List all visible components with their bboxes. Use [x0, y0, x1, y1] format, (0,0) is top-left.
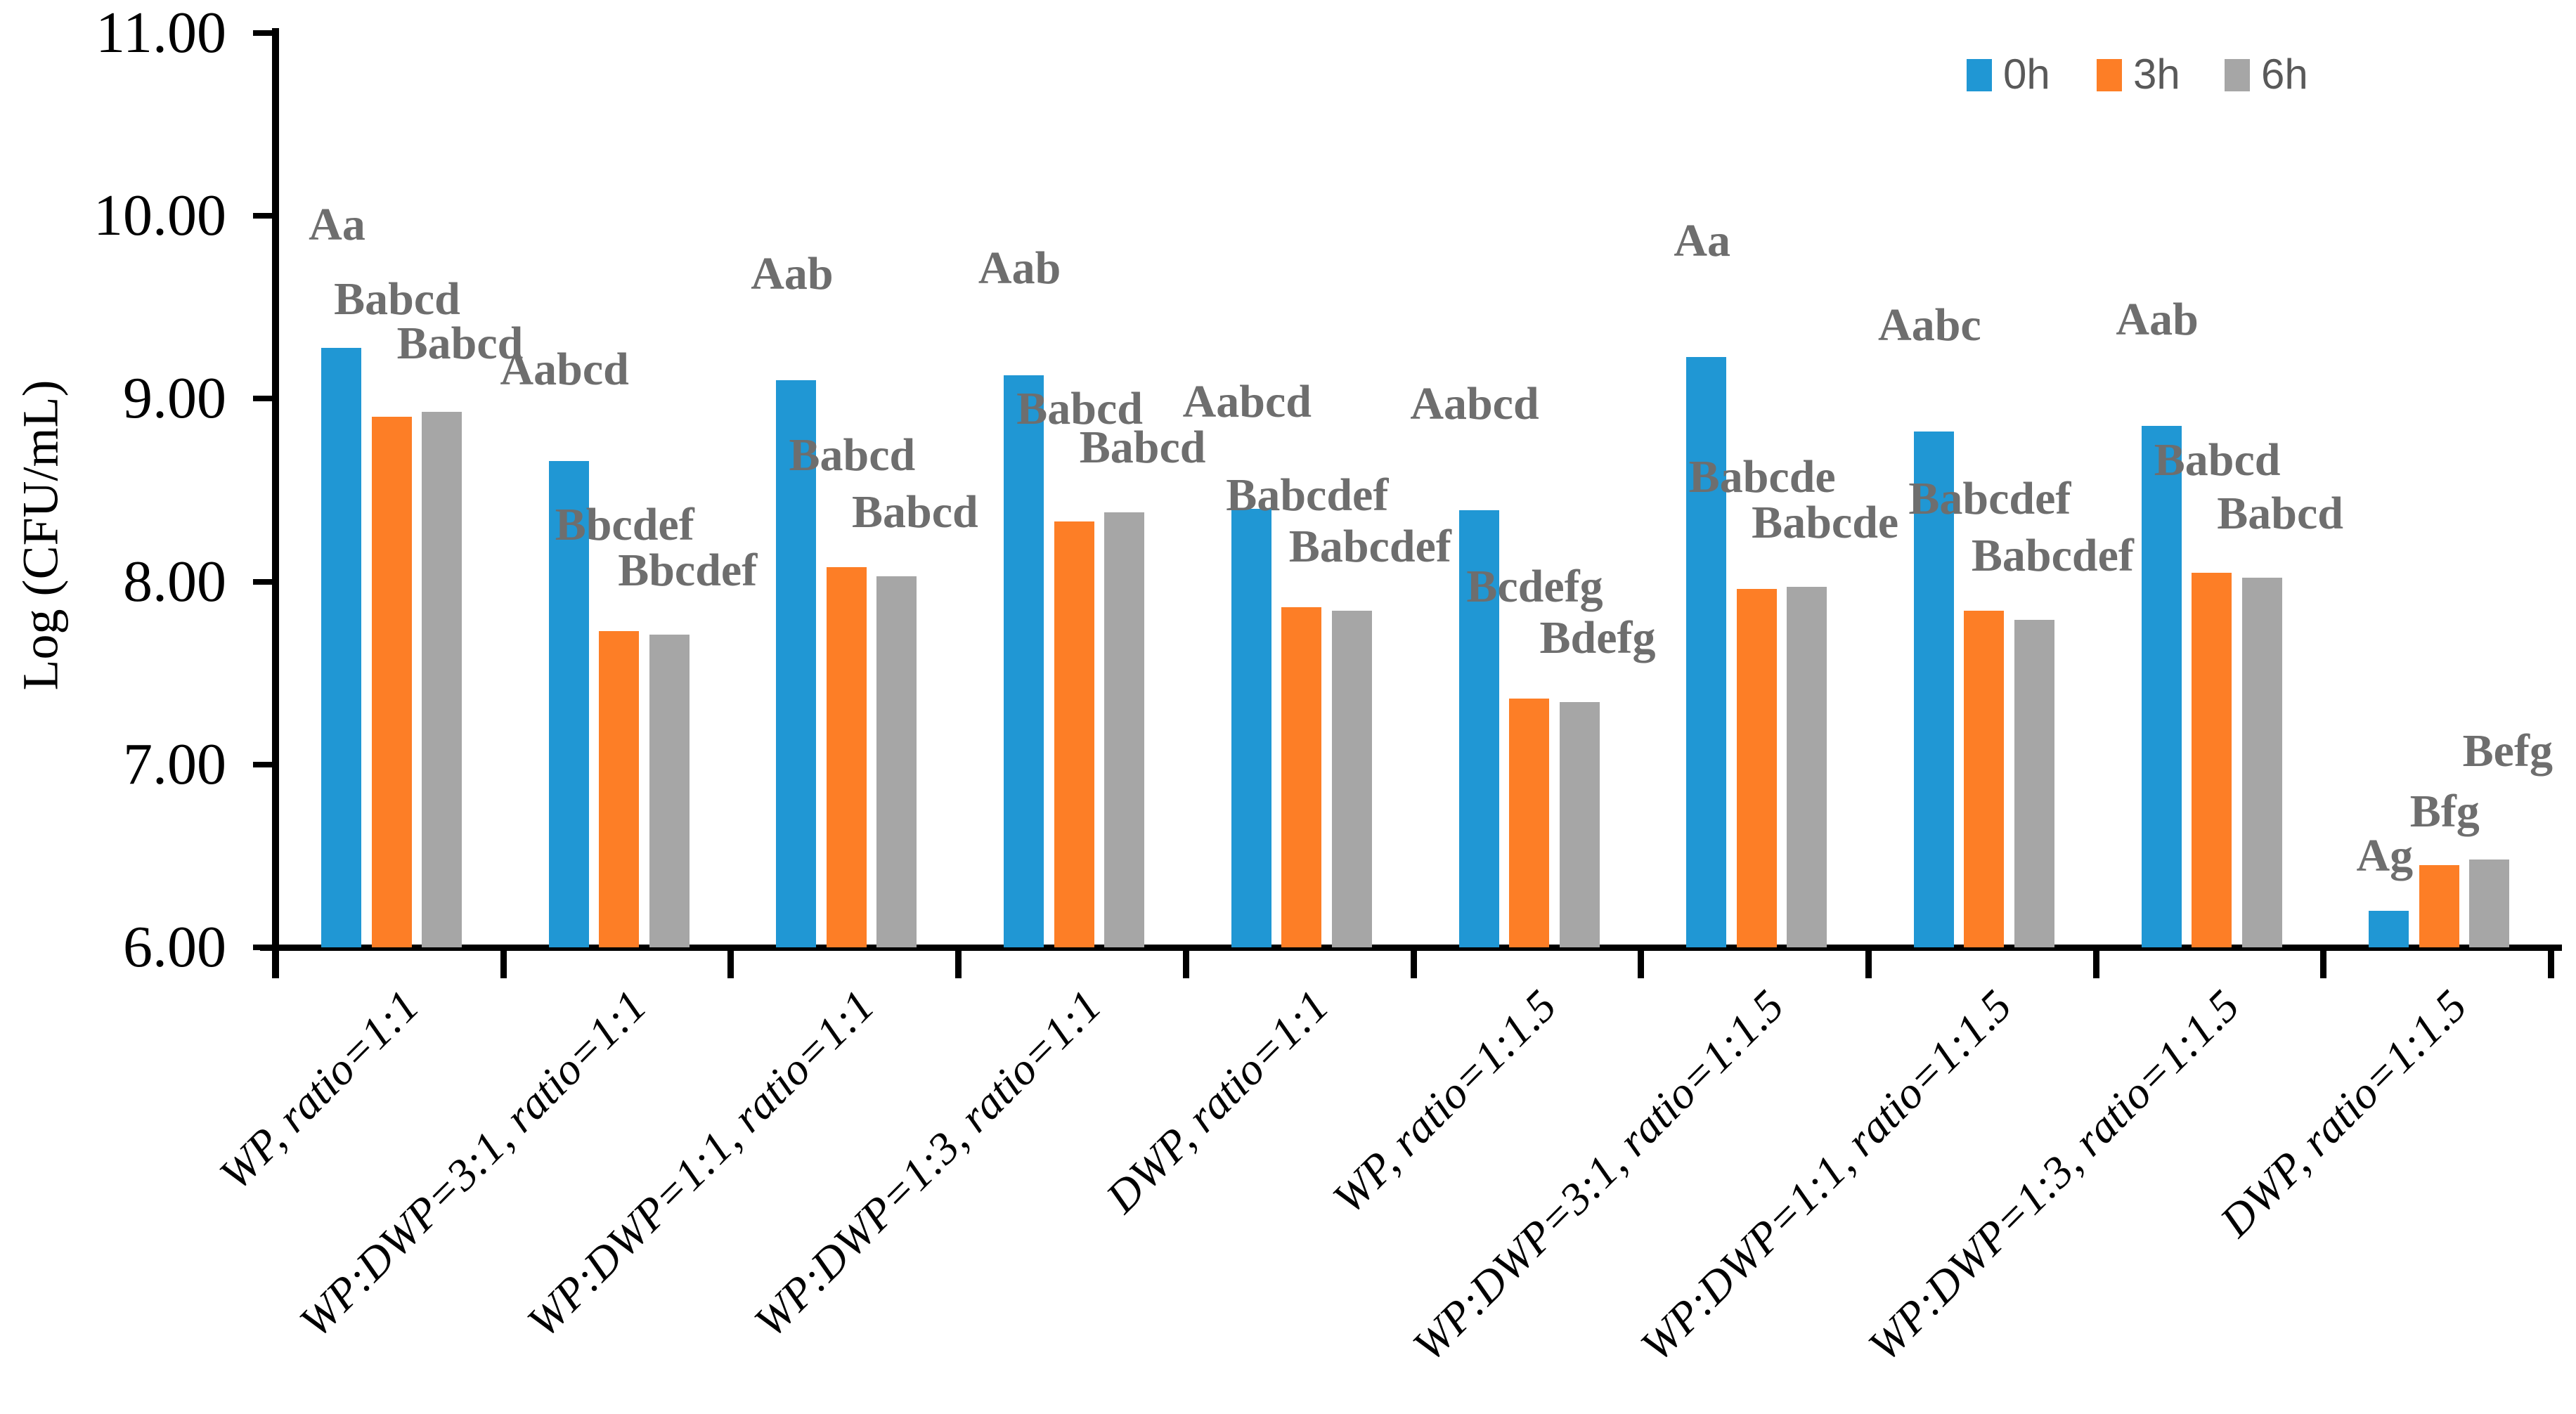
annotation-0h-group8: Aabc — [1878, 299, 1981, 351]
annotation-6h-group10: Befg — [2462, 725, 2553, 777]
annotation-3h-group8: Babcdef — [1908, 472, 2071, 524]
y-tick-mark — [253, 578, 276, 585]
annotation-6h-group2: Bbcdef — [618, 544, 758, 596]
x-boundary-tick — [1865, 947, 1872, 978]
legend-label-6h: 6h — [2261, 51, 2308, 98]
bar-3h-group10 — [2419, 864, 2459, 947]
legend-swatch-6h-icon — [2225, 59, 2250, 91]
annotation-0h-group5: Aabcd — [1182, 376, 1312, 428]
bar-3h-group9 — [2192, 572, 2232, 947]
x-boundary-tick — [1182, 947, 1189, 978]
y-axis-line — [272, 28, 279, 978]
bar-3h-group8 — [1964, 611, 2005, 947]
legend-label-0h: 0h — [2003, 51, 2050, 98]
annotation-0h-group6: Aabcd — [1410, 377, 1539, 429]
annotation-3h-group6: Bcdefg — [1466, 560, 1603, 612]
x-boundary-tick — [1410, 947, 1417, 978]
bar-3h-group2 — [599, 630, 640, 947]
annotation-6h-group4: Babcd — [1079, 422, 1206, 474]
bar-3h-group6 — [1509, 699, 1549, 947]
annotation-6h-group9: Babcd — [2217, 488, 2343, 540]
bar-0h-group3 — [776, 380, 817, 947]
x-axis-label-group5: DWP, ratio=1:1 — [1096, 980, 1339, 1223]
y-tick-mark — [253, 761, 276, 767]
y-tick-mark — [253, 213, 276, 219]
bar-0h-group4 — [1004, 375, 1044, 947]
bar-6h-group4 — [1104, 512, 1145, 947]
annotation-0h-group9: Aab — [2116, 294, 2199, 346]
annotation-3h-group3: Babcd — [789, 429, 916, 481]
bar-3h-group1 — [371, 417, 412, 947]
x-boundary-tick — [955, 947, 962, 978]
bar-0h-group10 — [2369, 910, 2409, 947]
bar-3h-group4 — [1054, 521, 1094, 947]
y-tick-label: 8.00 — [123, 548, 226, 614]
annotation-6h-group8: Babcdef — [1971, 529, 2134, 581]
x-boundary-tick — [1638, 947, 1645, 978]
bar-0h-group8 — [1913, 432, 1954, 947]
annotation-6h-group5: Babcdef — [1288, 520, 1451, 572]
annotation-3h-group1: Babcd — [334, 273, 460, 325]
annotation-6h-group6: Bdefg — [1539, 612, 1656, 664]
x-boundary-tick — [727, 947, 734, 978]
bar-6h-group8 — [2014, 620, 2054, 947]
annotation-6h-group3: Babcd — [852, 486, 978, 538]
annotation-0h-group4: Aab — [978, 242, 1061, 294]
x-axis-label-group10: DWP, ratio=1:1.5 — [2210, 980, 2476, 1247]
annotation-0h-group3: Aab — [751, 248, 834, 300]
bar-6h-group1 — [422, 411, 462, 947]
y-tick-label: 7.00 — [123, 731, 226, 797]
bar-0h-group9 — [2141, 426, 2182, 947]
x-boundary-tick — [2548, 947, 2554, 978]
legend-swatch-0h-icon — [1967, 59, 1992, 91]
x-boundary-tick — [273, 947, 279, 978]
bar-0h-group1 — [321, 347, 361, 947]
x-axis-label-group9: WP:DWP=1:3, ratio=1:1.5 — [1858, 980, 2248, 1371]
bar-0h-group6 — [1458, 510, 1499, 947]
bar-3h-group3 — [826, 566, 867, 947]
annotation-3h-group10: Bfg — [2409, 785, 2480, 837]
annotation-3h-group9: Babcd — [2154, 434, 2281, 486]
annotation-0h-group2: Aabcd — [500, 343, 629, 395]
bar-3h-group7 — [1736, 589, 1777, 947]
bar-6h-group2 — [649, 635, 690, 947]
x-axis-label-group1: WP, ratio=1:1 — [209, 980, 429, 1200]
y-tick-label: 9.00 — [123, 365, 226, 432]
bar-6h-group3 — [876, 576, 917, 947]
bar-6h-group6 — [1559, 702, 1600, 947]
bar-0h-group5 — [1231, 508, 1271, 947]
annotation-0h-group10: Ag — [2356, 829, 2414, 881]
bar-6h-group9 — [2241, 578, 2282, 947]
y-tick-mark — [253, 30, 276, 36]
legend-swatch-3h-icon — [2097, 59, 2122, 91]
x-boundary-tick — [2320, 947, 2327, 978]
x-boundary-tick — [2092, 947, 2099, 978]
y-tick-mark — [253, 396, 276, 402]
x-boundary-tick — [500, 947, 507, 978]
y-tick-label: 10.00 — [93, 183, 226, 249]
y-tick-mark — [253, 945, 276, 950]
annotation-3h-group2: Bbcdef — [555, 498, 694, 550]
annotation-0h-group1: Aa — [309, 199, 365, 251]
annotation-3h-group7: Babcde — [1688, 450, 1836, 502]
annotation-0h-group7: Aa — [1674, 215, 1731, 267]
y-tick-label: 6.00 — [123, 914, 226, 980]
bar-6h-group10 — [2469, 860, 2510, 947]
x-axis-label-group8: WP:DWP=1:1, ratio=1:1.5 — [1631, 980, 2021, 1371]
annotation-3h-group4: Babcd — [1016, 383, 1143, 435]
annotation-6h-group7: Babcde — [1752, 497, 1899, 549]
y-tick-label: 11.00 — [96, 0, 226, 65]
x-axis-label-group7: WP:DWP=3:1, ratio=1:1.5 — [1403, 980, 1794, 1371]
annotation-3h-group5: Babcdef — [1226, 469, 1389, 521]
bar-6h-group5 — [1331, 611, 1372, 947]
bar-6h-group7 — [1787, 587, 1827, 947]
bar-0h-group2 — [548, 460, 589, 947]
x-axis-label-group6: WP, ratio=1:1.5 — [1323, 980, 1566, 1224]
bar-0h-group7 — [1686, 356, 1727, 947]
bar-3h-group5 — [1281, 607, 1322, 947]
annotation-6h-group1: Babcd — [396, 318, 524, 370]
legend-label-3h: 3h — [2133, 51, 2180, 98]
